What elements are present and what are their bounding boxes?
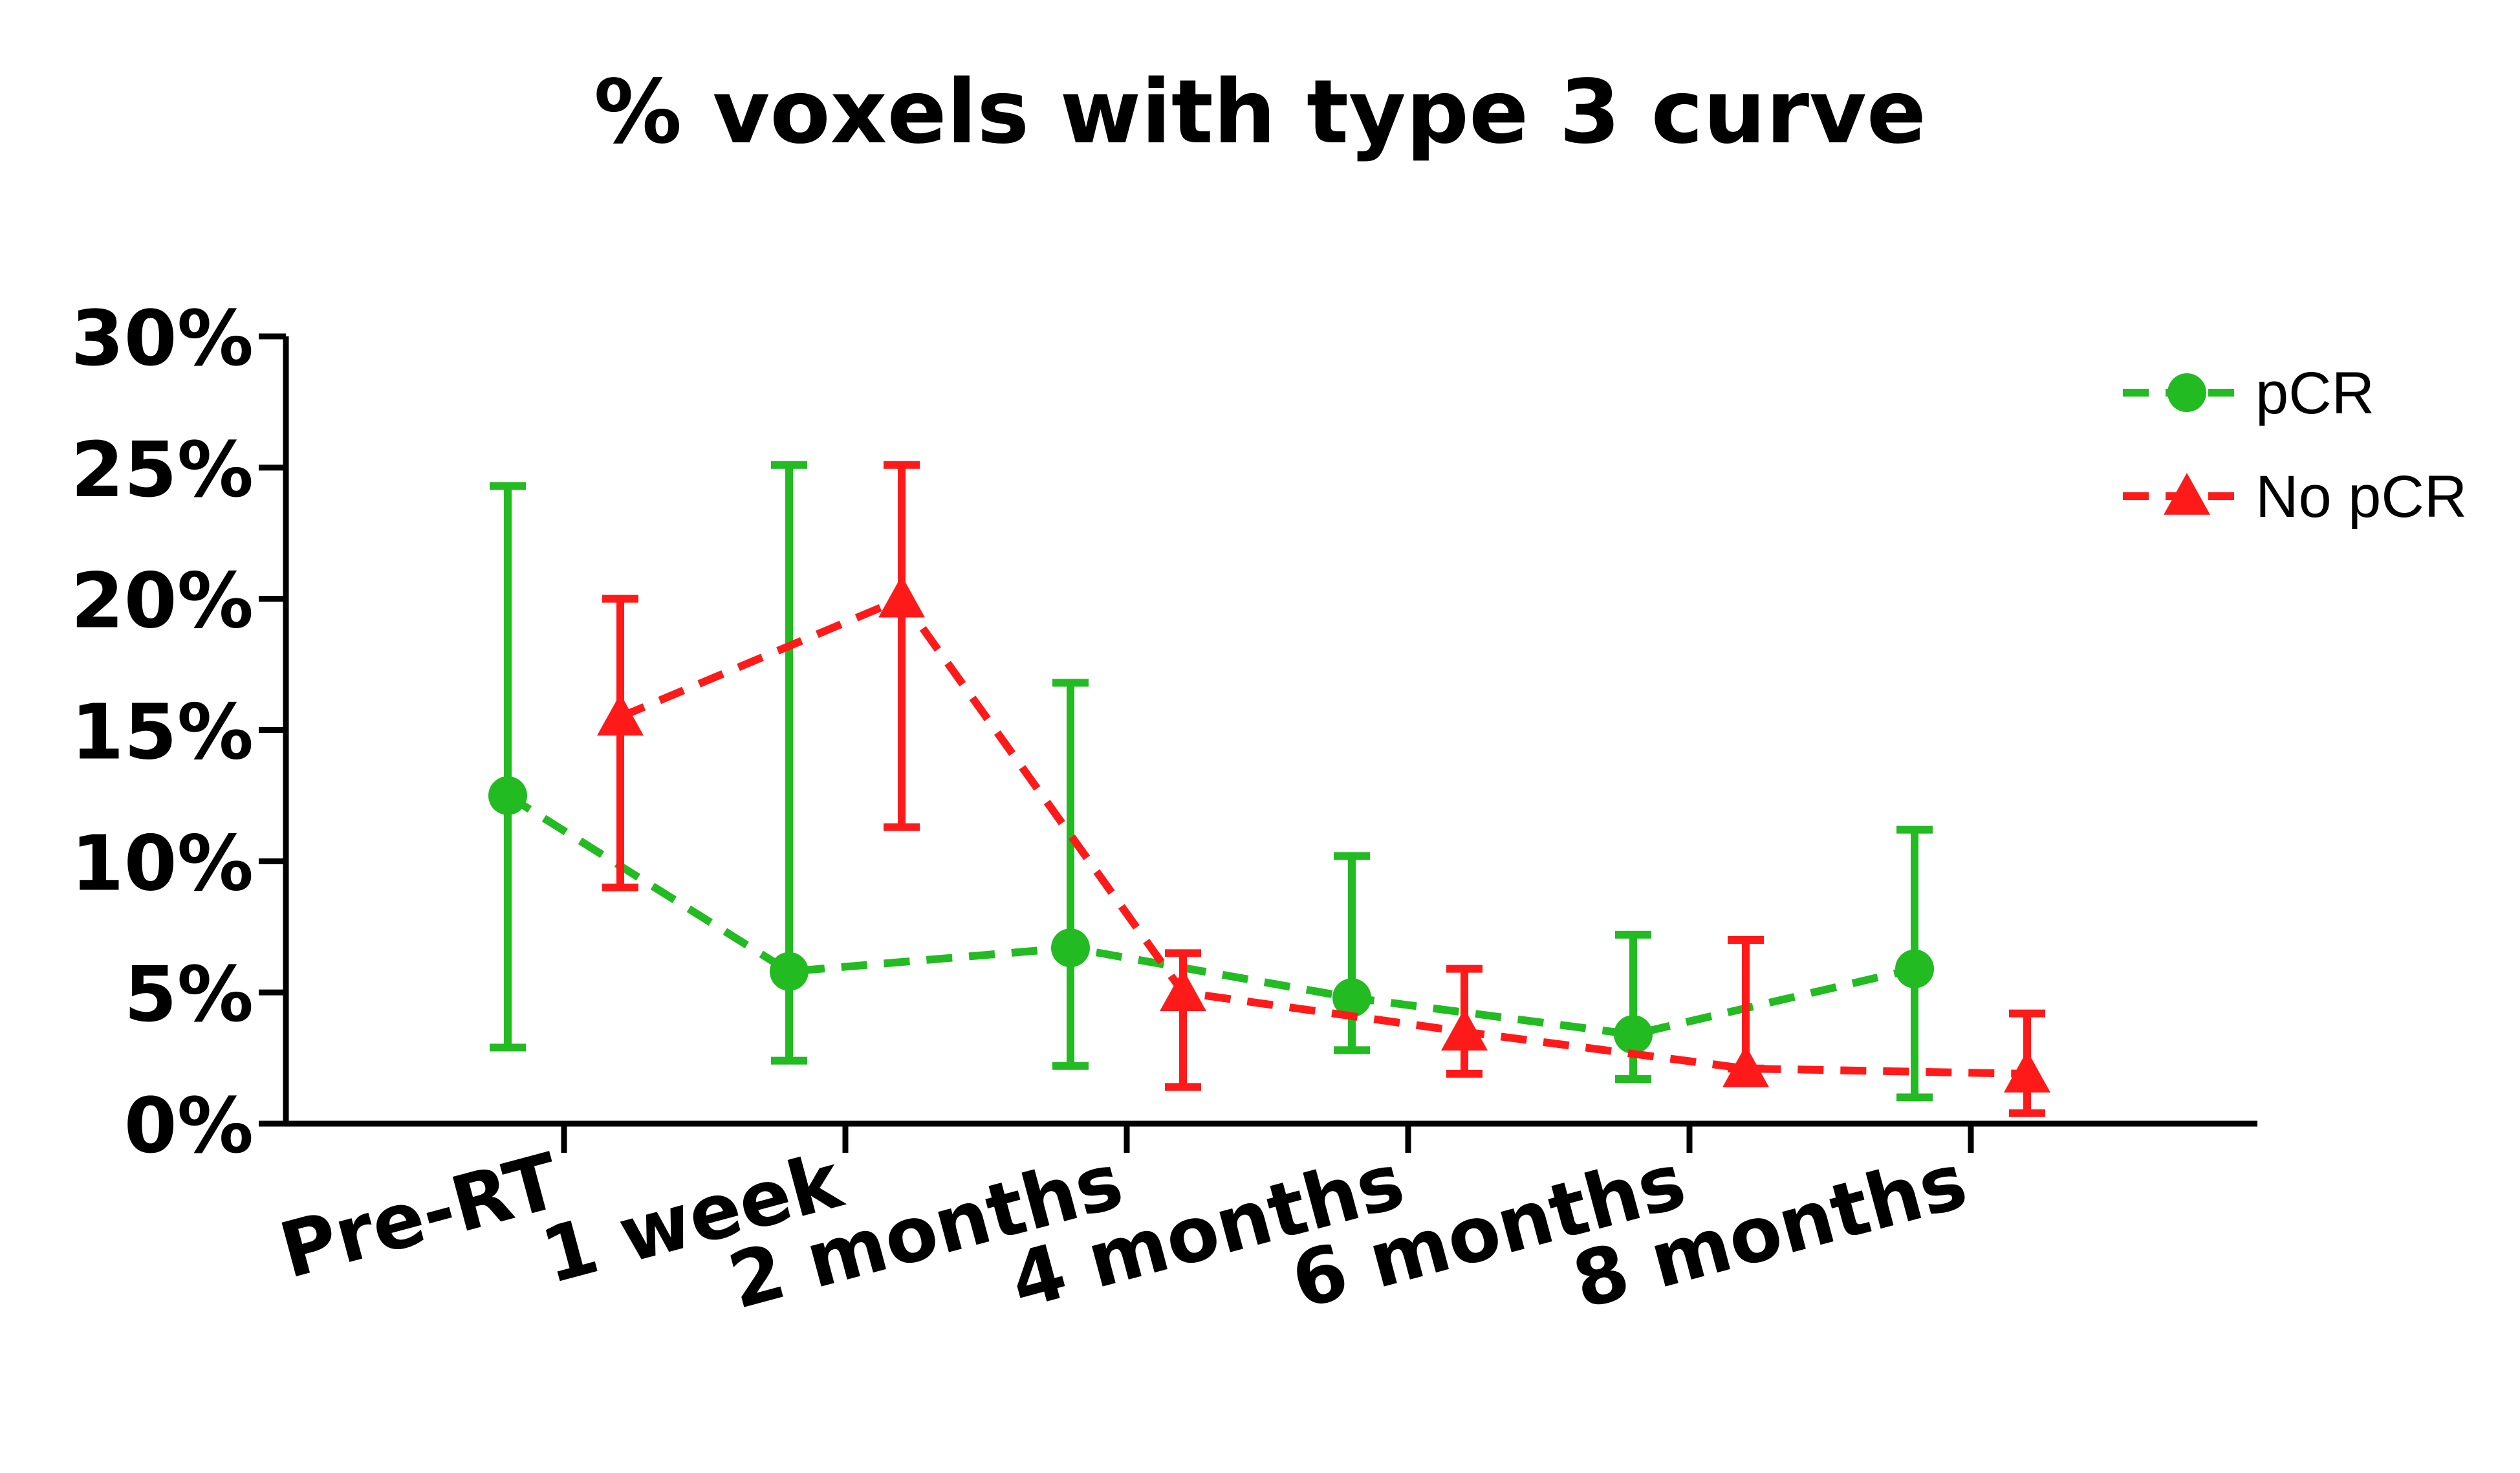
data-point-no-pcr [2004, 1050, 2050, 1093]
data-point-no-pcr [1722, 1045, 1769, 1087]
data-point-pcr [1332, 978, 1371, 1018]
y-tick-label: 10% [71, 818, 254, 908]
data-point-no-pcr [1441, 1009, 1488, 1051]
series-line-no-pcr [618, 594, 2028, 1078]
data-point-pcr [1614, 1015, 1653, 1054]
series-line-pcr [505, 792, 1916, 1039]
data-point-pcr [488, 776, 527, 815]
data-point-pcr [1895, 949, 1934, 988]
y-tick-label: 30% [71, 294, 254, 383]
y-tick-label: 25% [71, 425, 254, 514]
legend-marker-pcr [2167, 373, 2206, 412]
data-point-no-pcr [597, 693, 644, 736]
legend-label-no-pcr: No pCR [2255, 464, 2467, 530]
legend-label-pcr: pCR [2255, 360, 2374, 426]
y-tick-label: 20% [71, 556, 254, 646]
legend-marker-no-pcr [2164, 473, 2210, 515]
data-point-no-pcr [878, 575, 925, 618]
chart-title: % voxels with type 3 curve [594, 61, 1926, 164]
data-point-no-pcr [1160, 969, 1206, 1011]
x-tick-label: Pre-RT [271, 1136, 569, 1296]
y-tick-label: 0% [124, 1081, 254, 1170]
y-tick-label: 5% [124, 950, 254, 1039]
y-tick-label: 15% [71, 688, 254, 777]
data-point-pcr [770, 952, 809, 991]
data-point-pcr [1051, 928, 1090, 968]
